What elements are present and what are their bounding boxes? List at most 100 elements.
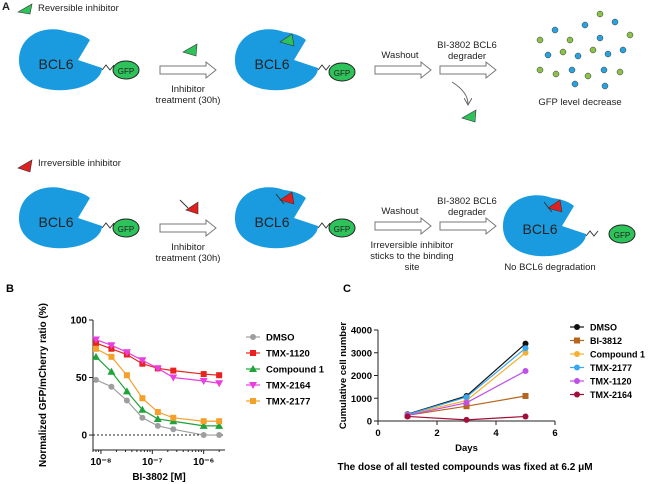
legend-marker — [250, 334, 256, 340]
result-label: GFP level decrease — [538, 97, 622, 108]
data-point — [108, 383, 115, 390]
legend-label: DMSO — [266, 333, 295, 344]
y-axis-label: Cumulative cell number — [338, 322, 349, 429]
y-tick-label: 100 — [70, 316, 87, 327]
legend-label: Reversible inhibitor — [38, 3, 119, 14]
data-point — [92, 376, 99, 383]
gfp-shape — [112, 218, 140, 238]
linker — [585, 230, 599, 237]
y-tick-label: 0 — [81, 431, 87, 442]
inhibitor-icon — [279, 33, 295, 47]
gfp-label: GFP — [117, 225, 135, 234]
gfp-shape — [608, 224, 636, 244]
gfp-dots — [536, 10, 634, 90]
data-point — [463, 399, 470, 406]
data-point — [522, 367, 529, 374]
data-point — [153, 365, 162, 373]
x-tick-label: 2 — [434, 428, 439, 439]
inhibitor-icon — [185, 201, 199, 215]
data-point — [404, 413, 411, 420]
gfp-shape — [328, 62, 356, 82]
data-point — [522, 345, 529, 352]
data-point — [216, 432, 223, 439]
y-tick-label: 4000 — [351, 326, 372, 337]
legend-label: DMSO — [590, 323, 617, 333]
gfp-label: GFP — [117, 67, 135, 76]
step-label: Inhibitor treatment (30h) — [155, 242, 221, 264]
data-point — [107, 367, 116, 375]
data-point — [123, 397, 130, 404]
legend-label: Compound 1 — [266, 365, 325, 376]
series-line — [95, 338, 220, 384]
arrow — [439, 60, 497, 80]
panel-label: B — [6, 283, 14, 295]
y-axis-label: Normalized GFP/mCherry ratio (%) — [38, 303, 49, 467]
legend-label: Irreversible inhibitor — [38, 158, 121, 169]
result-label: No BCL6 degradation — [504, 262, 596, 273]
arrow — [159, 60, 217, 80]
data-point — [138, 357, 147, 365]
data-point — [108, 353, 115, 360]
legend-marker — [249, 382, 257, 389]
protein-label: BCL6 — [38, 214, 74, 230]
linker — [101, 64, 115, 71]
data-point — [170, 426, 177, 433]
data-point — [122, 349, 131, 357]
series-line — [95, 348, 220, 422]
footnote: The dose of all tested compounds was fix… — [337, 462, 592, 473]
protein-label: BCL6 — [254, 56, 290, 72]
arrow — [374, 60, 432, 80]
legend-marker — [574, 378, 580, 384]
legend-marker — [249, 365, 257, 372]
legend-marker — [574, 364, 580, 371]
data-point — [92, 345, 99, 352]
data-point — [522, 340, 529, 347]
protein-label: BCL6 — [254, 214, 290, 230]
x-tick-label: 6 — [552, 428, 557, 439]
data-point — [170, 414, 177, 421]
gfp-shape — [328, 218, 356, 238]
covalent-bond — [275, 193, 285, 205]
gfp-label: GFP — [333, 225, 351, 234]
x-axis-label: BI-3802 [M] — [132, 472, 185, 483]
data-point — [122, 387, 131, 395]
y-tick-label: 50 — [76, 373, 88, 384]
data-point — [169, 374, 178, 382]
gfp-shape — [112, 60, 140, 80]
data-point — [154, 409, 161, 416]
data-point — [123, 372, 130, 379]
step-label: Washout — [381, 50, 419, 61]
covalent-bond — [179, 199, 189, 209]
legend-label: TMX-2164 — [590, 390, 632, 400]
data-point — [522, 392, 529, 399]
legend-label: TMX-1120 — [590, 377, 632, 387]
data-point — [91, 352, 100, 360]
inhibitor-icon — [279, 191, 295, 205]
legend-marker — [574, 351, 580, 357]
arrow — [451, 81, 468, 104]
data-point — [200, 371, 207, 378]
y-tick-label: 3000 — [351, 348, 372, 359]
y-tick-label: 0 — [367, 417, 372, 428]
x-tick-label: 4 — [493, 428, 499, 439]
legend-label: TMX-2177 — [590, 363, 632, 373]
data-point — [215, 380, 224, 388]
data-point — [463, 403, 470, 410]
arrow — [159, 218, 217, 238]
legend-label: TMX-2177 — [266, 397, 310, 408]
data-point — [215, 421, 224, 429]
linker — [317, 222, 331, 229]
covalent-bond — [543, 201, 553, 213]
data-point — [216, 372, 223, 379]
data-point — [153, 414, 162, 422]
data-point — [139, 395, 146, 402]
protein-label: BCL6 — [38, 56, 74, 72]
data-point — [154, 422, 161, 429]
data-point — [138, 405, 147, 413]
step-label: BI-3802 BCL6 degrader — [437, 40, 497, 62]
data-point — [107, 342, 116, 350]
step-label: BI-3802 BCL6 degrader — [437, 196, 497, 218]
data-point — [216, 418, 223, 425]
data-point — [91, 336, 100, 344]
data-point — [463, 394, 470, 401]
